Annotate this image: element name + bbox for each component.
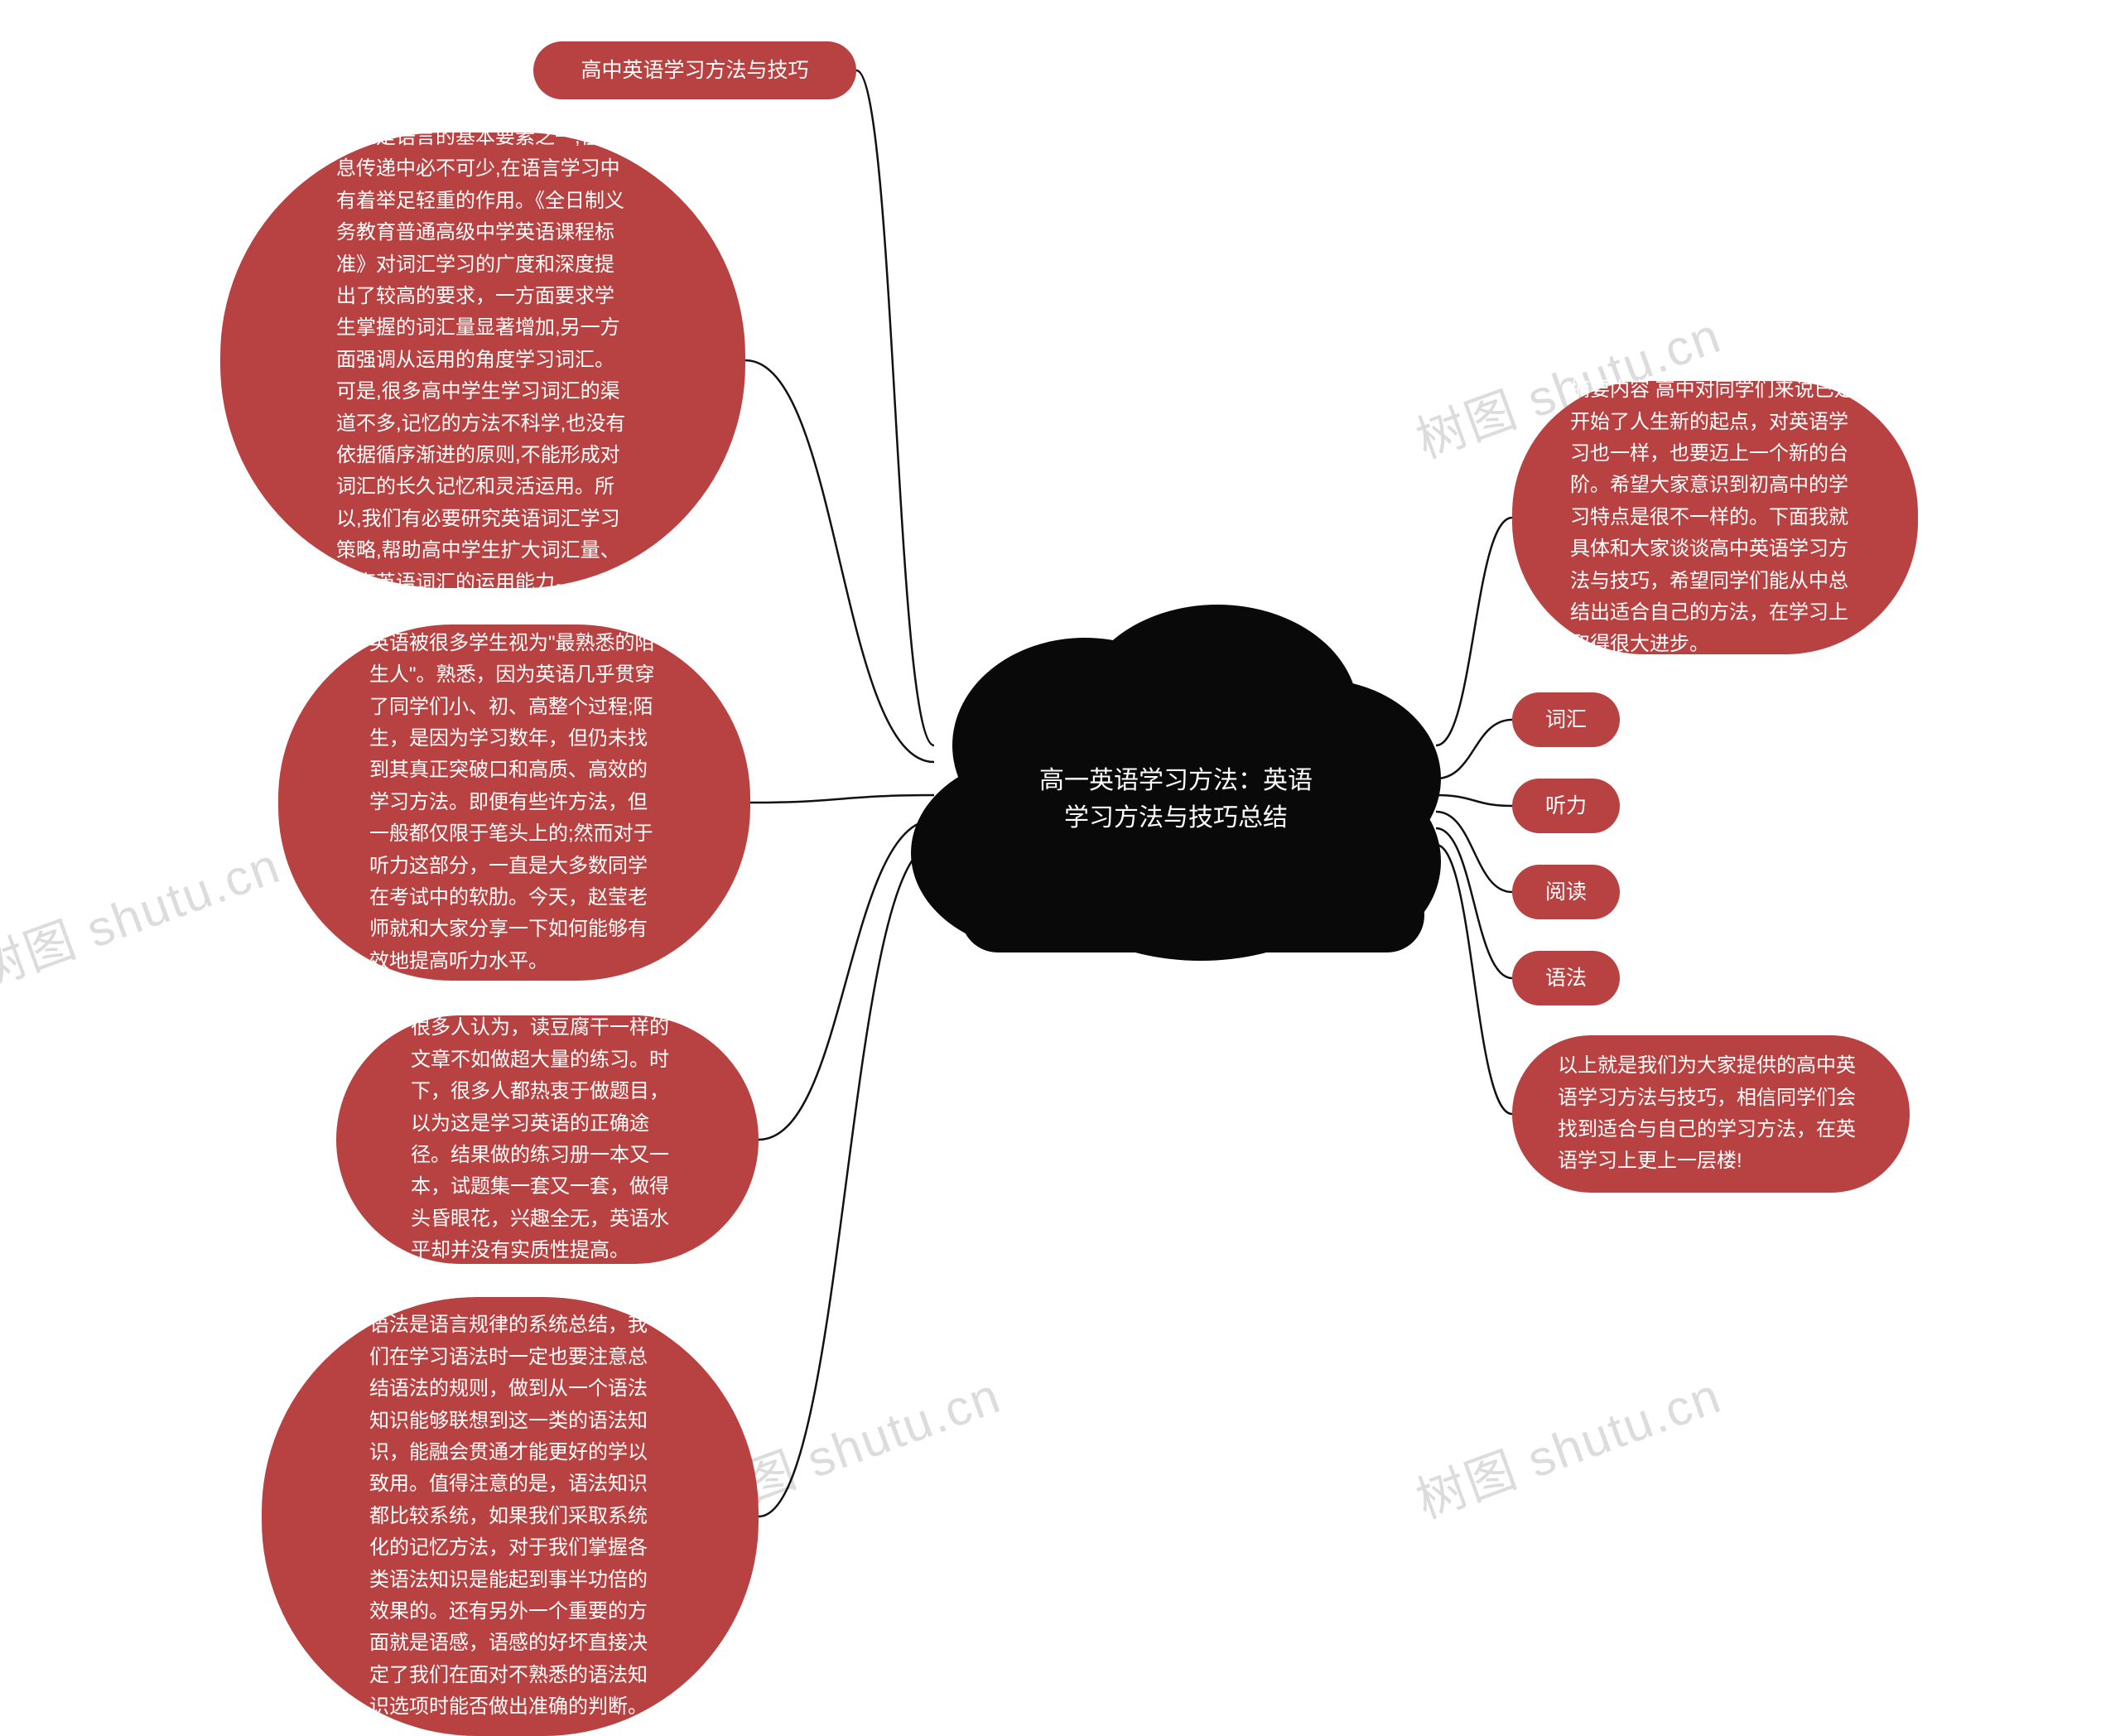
node-text: 很多人认为，读豆腐干一样的文章不如做超大量的练习。时下，很多人都热衷于做题目，以… [411,1012,684,1266]
node-text: 语法 [1545,962,1587,995]
node-text: 英语被很多学生视为"最熟悉的陌生人"。熟悉，因为英语几乎贯穿了同学们小、初、高整… [369,628,659,977]
node-text: 听力 [1545,789,1587,822]
watermark: 树图 shutu.cn [1405,1356,1730,1533]
right-node-listening[interactable]: 听力 [1512,779,1620,833]
left-node-listening[interactable]: 英语被很多学生视为"最熟悉的陌生人"。熟悉，因为英语几乎贯穿了同学们小、初、高整… [278,624,750,981]
node-text: 摘要内容 高中对同学们来说已是开始了人生新的起点，对英语学习也一样，也要迈上一个… [1570,374,1860,661]
right-node-abstract[interactable]: 摘要内容 高中对同学们来说已是开始了人生新的起点，对英语学习也一样，也要迈上一个… [1512,381,1918,654]
left-node-grammar[interactable]: 语法是语言规律的系统总结，我们在学习语法时一定也要注意总结语法的规则，做到从一个… [262,1297,759,1736]
right-node-grammar[interactable]: 语法 [1512,951,1620,1005]
node-text: 高中英语学习方法与技巧 [581,54,808,87]
left-node-reading[interactable]: 很多人认为，读豆腐干一样的文章不如做超大量的练习。时下，很多人都热衷于做题目，以… [336,1015,759,1264]
node-text: 阅读 [1545,875,1587,909]
watermark: 树图 shutu.cn [0,826,289,1003]
right-node-vocab[interactable]: 词汇 [1512,692,1620,747]
node-text: 词汇 [1545,703,1587,736]
center-title: 高一英语学习方法：英语学习方法与技巧总结 [1010,762,1342,837]
node-text: 以上就是我们为大家提供的高中英语学习方法与技巧，相信同学们会找到适合与自己的学习… [1558,1050,1864,1178]
left-node-vocab[interactable]: 词汇是语言的基本要素之一,在信息传递中必不可少,在语言学习中有着举足轻重的作用。… [220,133,745,588]
right-node-conclusion[interactable]: 以上就是我们为大家提供的高中英语学习方法与技巧，相信同学们会找到适合与自己的学习… [1512,1035,1910,1193]
mindmap-canvas: 树图 shutu.cn 树图 shutu.cn 树图 shutu.cn 树图 s… [0,0,2120,1611]
left-node-title[interactable]: 高中英语学习方法与技巧 [533,41,856,99]
node-text: 语法是语言规律的系统总结，我们在学习语法时一定也要注意总结语法的规则，做到从一个… [369,1309,651,1723]
node-text: 词汇是语言的基本要素之一,在信息传递中必不可少,在语言学习中有着举足轻重的作用。… [336,122,629,599]
right-node-reading[interactable]: 阅读 [1512,865,1620,919]
